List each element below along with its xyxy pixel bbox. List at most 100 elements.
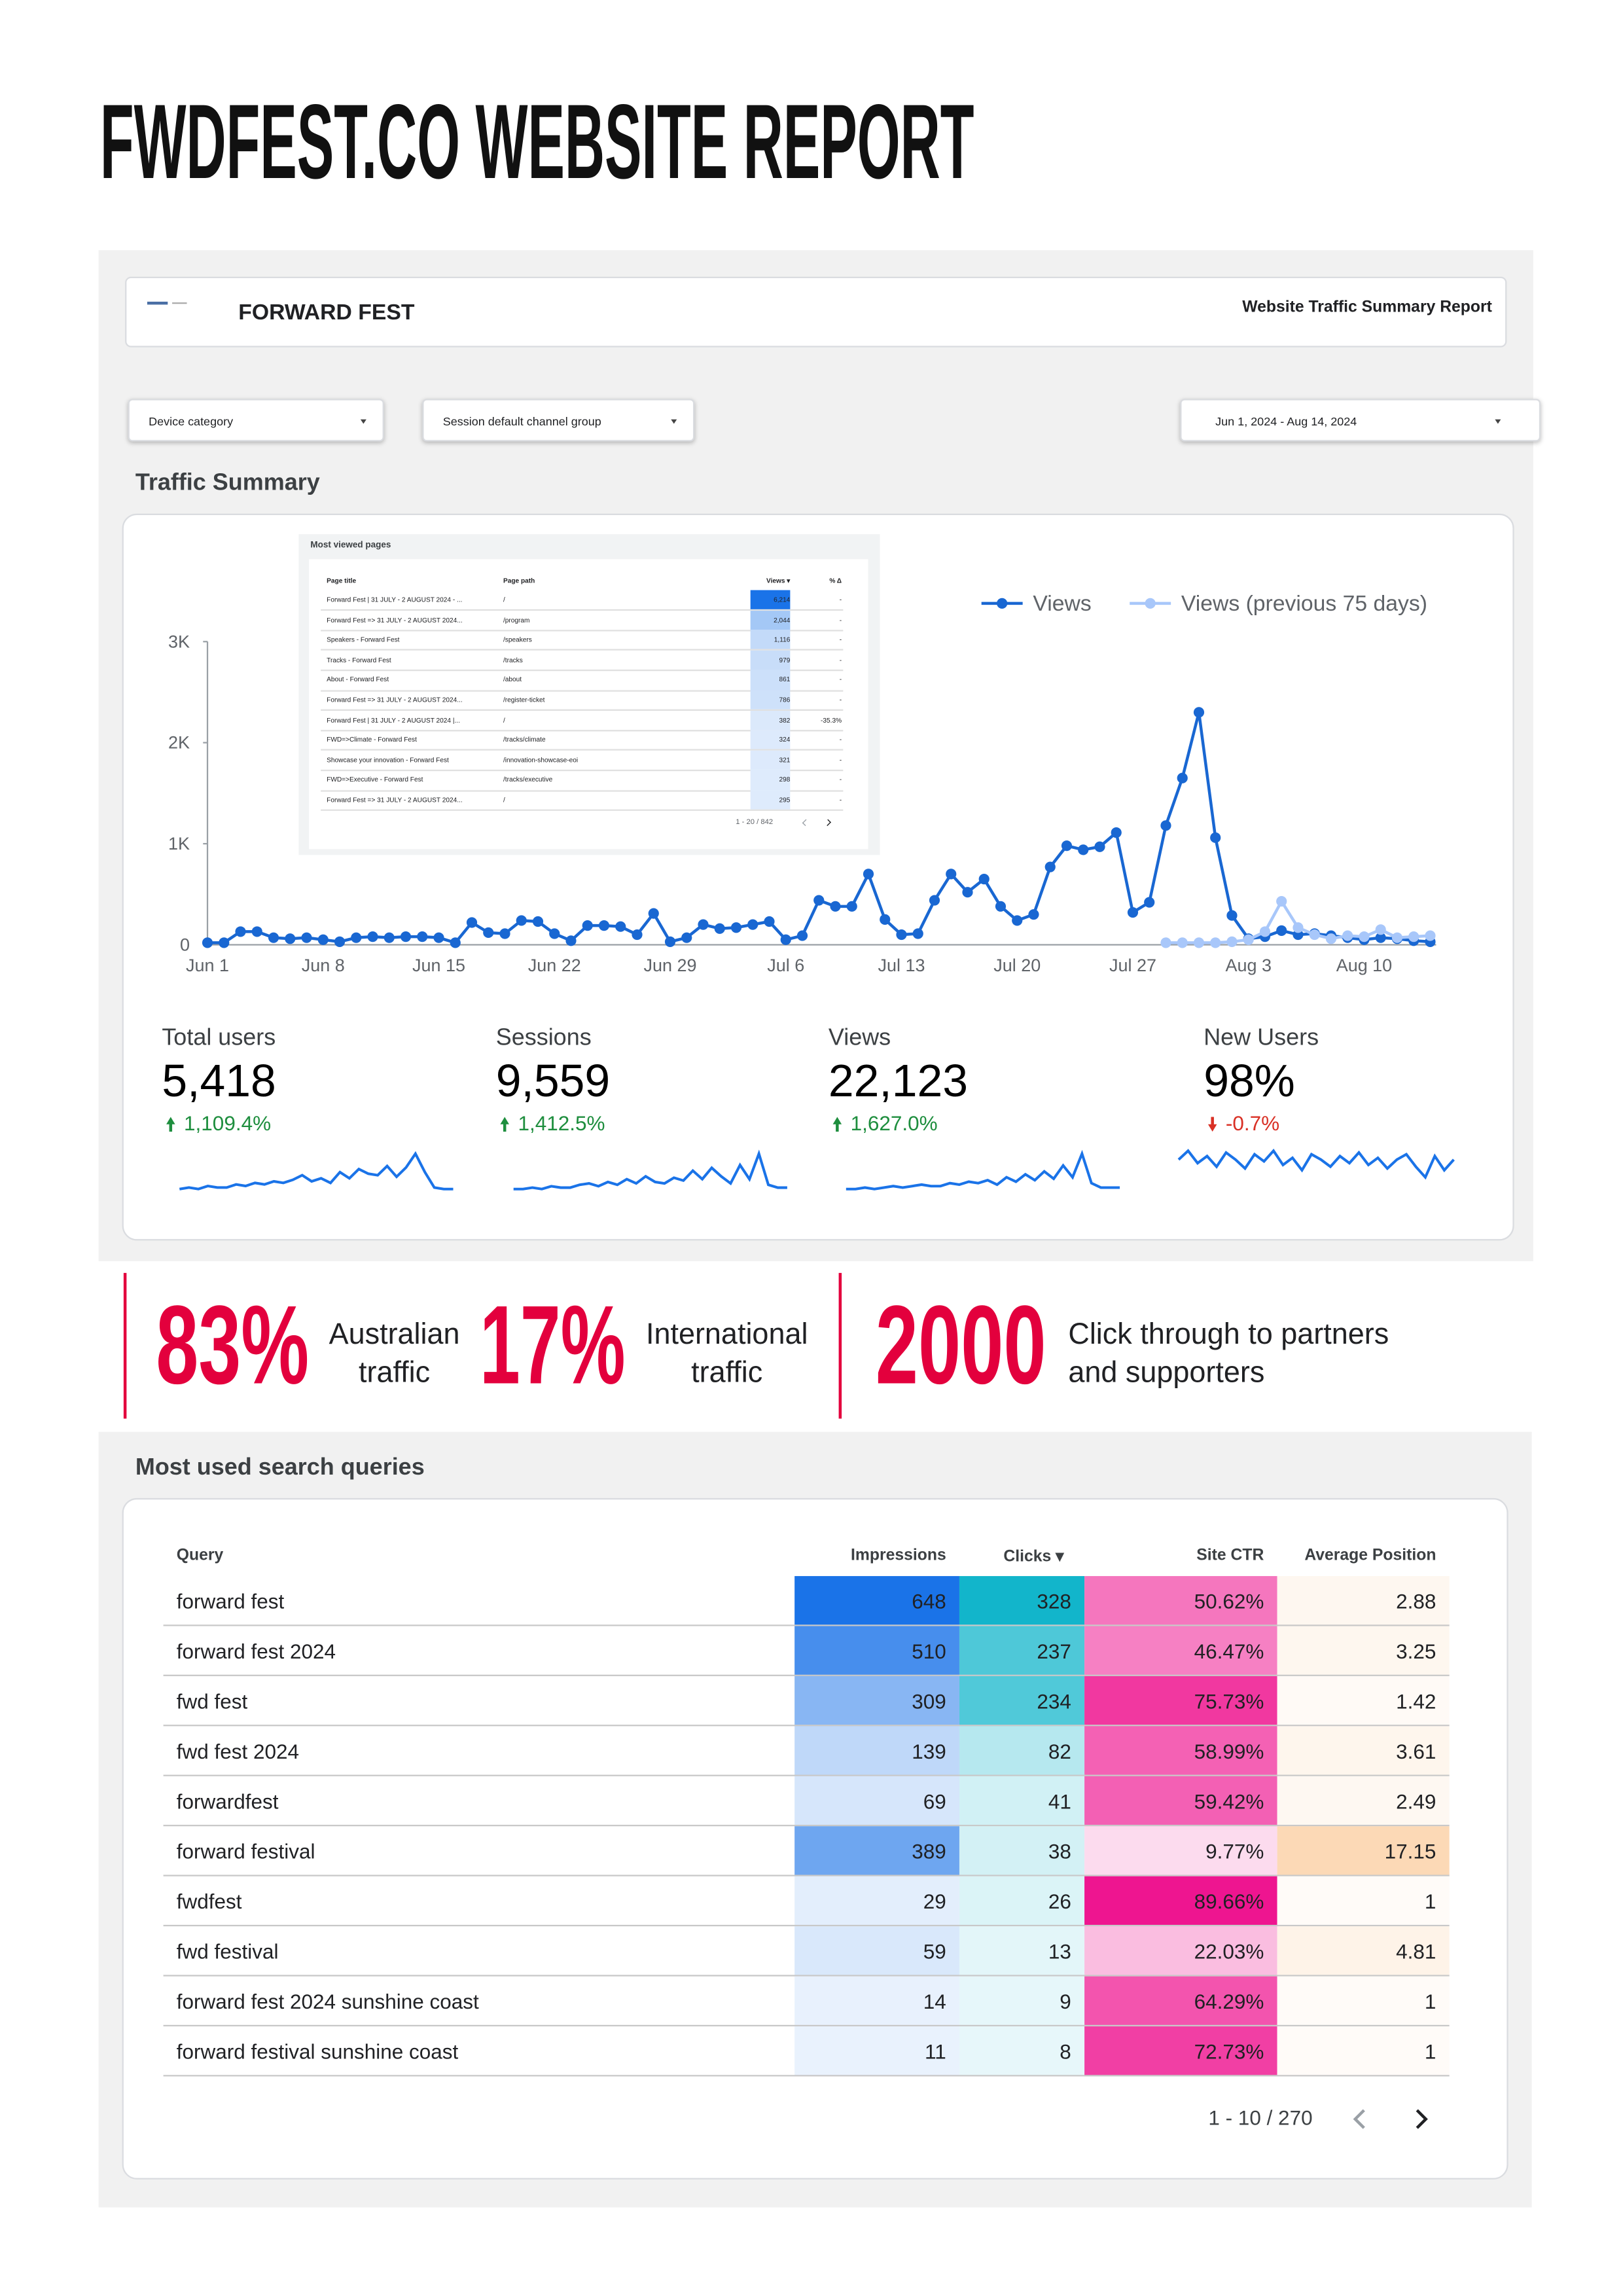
heat-cell [959,1776,1085,1827]
table-cell: Forward Fest => 31 JULY - 2 AUGUST 2024.… [327,796,463,804]
table-cell: 59.42% [1194,1789,1264,1814]
legend-label: Views (previous 75 days) [1181,591,1427,616]
data-point [1226,910,1238,921]
date-range: Jun 1, 2024 - Aug 14, 2024 [1215,415,1357,429]
row-divider [163,1874,1450,1876]
table-cell: 2,044 [774,616,791,624]
next-page[interactable] [1410,2108,1433,2131]
next-page[interactable] [824,819,831,827]
table-cell: - [839,616,842,624]
heat-cell [1084,1676,1277,1727]
caret [360,419,366,424]
heat-cell [1084,1576,1277,1626]
views-heat [750,790,791,810]
table-cell: /tracks [503,656,523,664]
heat-cell [1277,1826,1450,1876]
data-point [383,932,395,943]
scorecard-change: 1,412.5% [518,1111,605,1135]
data-point [450,937,461,948]
page-title: FWDFEST.CO WEBSITE REPORT [100,82,974,201]
table-cell: /speakers [503,636,532,643]
table-cell: About - Forward Fest [327,675,389,684]
views-heat [750,630,791,650]
table-cell: -35.3% [821,716,842,724]
data-point [285,933,296,944]
heat-cell [959,1676,1085,1727]
table-cell: 1 [1424,1989,1436,2013]
table-cell: 8 [1060,2039,1071,2064]
heat-cell [794,1576,959,1626]
data-point [615,921,626,932]
prev-page[interactable] [802,819,810,827]
heat-cell [959,2026,1085,2077]
data-point [880,914,891,925]
divider [838,1272,842,1419]
legend-swatch-dot [997,598,1008,609]
y-tick-label: 2K [168,733,190,753]
views-heat [750,730,791,750]
table-cell: 979 [779,656,791,664]
heat-cell [794,1926,959,1977]
data-point [1177,772,1188,783]
brand-name: FORWARD FEST [238,300,415,325]
x-tick-label: Jun 1 [186,956,229,975]
column-header: Impressions [851,1547,946,1565]
table-cell: Forward Fest | 31 JULY - 2 AUGUST 2024 -… [327,596,463,603]
table-cell: / [503,716,505,724]
heat-cell [1084,1926,1277,1977]
data-point [1127,906,1139,918]
scorecard-change: -0.7% [1225,1111,1280,1135]
filter-dropdown[interactable]: Session default channel group [422,399,695,442]
data-point [1293,922,1304,933]
data-point [351,932,362,943]
table-cell: 324 [779,736,791,744]
table-cell: - [839,656,842,664]
column-header: Site CTR [1196,1547,1264,1565]
row-divider [163,2075,1450,2077]
prev-page[interactable] [1349,2108,1373,2131]
data-point [301,932,312,943]
table-cell: FWD=>Executive - Forward Fest [327,776,423,784]
row-divider [321,649,844,651]
table-cell: 14 [923,1989,946,2013]
highlight-label: International traffic [645,1318,808,1390]
pagination: 1 - 20 / 842 [736,818,774,827]
data-point [1012,915,1023,926]
table-cell: /tracks/executive [503,776,553,784]
table-cell: forward fest [176,1589,285,1613]
pagination: 1 - 10 / 270 [1208,2106,1313,2130]
heat-cell [959,1976,1085,2027]
most-viewed-pages: Most viewed pages Page title Page path View… [298,534,880,855]
row-divider [321,709,844,711]
heat-cell [1084,2026,1277,2077]
data-point [962,887,973,898]
data-point [235,926,246,937]
table-cell: /tracks/climate [503,736,546,744]
table-cell: - [839,796,842,804]
highlight-value: 17% [480,1283,626,1408]
data-point [1044,861,1056,872]
data-point [516,915,527,926]
table-cell: 3.61 [1396,1739,1436,1763]
data-point [1111,827,1122,838]
data-point [1210,832,1221,843]
table-cell: 82 [1048,1739,1071,1763]
data-point [251,926,262,937]
data-point [1061,840,1073,852]
views-heat [750,770,791,790]
table-cell: 13 [1048,1939,1071,1964]
heat-cell [1084,1776,1277,1827]
logo [147,290,206,305]
data-point [417,931,428,942]
heat-cell [1277,2026,1450,2077]
table-cell: 321 [779,756,791,764]
data-point [929,895,940,906]
row-divider [163,1924,1450,1927]
data-point [714,923,725,934]
table-cell: - [839,696,842,704]
filter-dropdown[interactable]: Device category [128,399,384,442]
table-cell: - [839,675,842,684]
date-range-picker[interactable]: Jun 1, 2024 - Aug 14, 2024 [1180,399,1541,442]
row-divider [321,789,844,791]
